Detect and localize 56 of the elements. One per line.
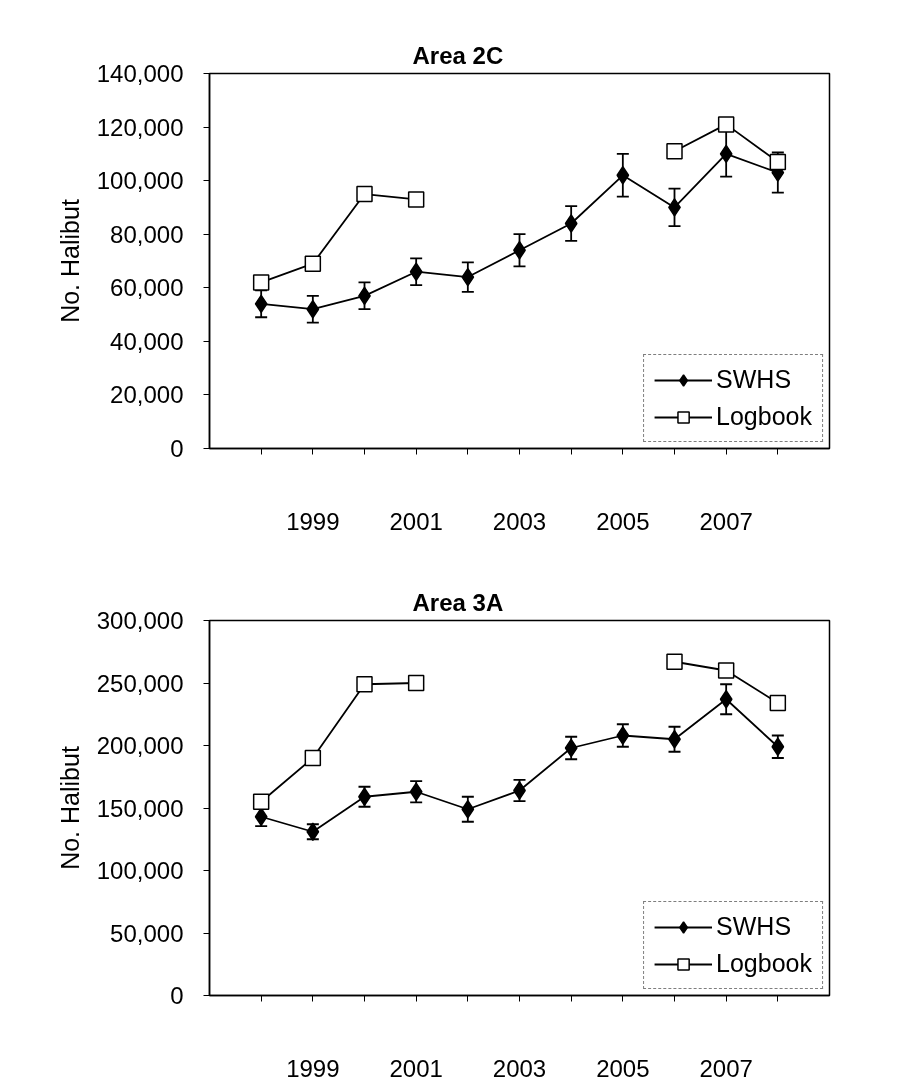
point [252,274,270,291]
point [666,653,683,670]
y-tick-label: 140,000 [96,60,184,87]
legend-label: SWHS [716,912,792,941]
point [356,185,373,203]
x-tick-label: 1999 [286,1054,340,1082]
y-axis-title: No. Halibut [55,746,84,870]
y-tick-label: 0 [170,982,184,1009]
point [252,793,270,810]
x-tick-label: 2007 [699,507,753,535]
point [717,116,735,133]
point [769,153,787,171]
y-axis-title: No. Halibut [55,199,84,323]
point [254,294,268,314]
point [719,144,733,164]
chart-title: Area 3A [412,588,504,616]
point [717,662,735,679]
chart-title: Area 2C [412,41,504,69]
y-tick-label: 40,000 [110,327,184,355]
point [306,299,320,319]
point [407,674,425,692]
x-tick-label: 2007 [699,1054,753,1082]
y-tick-label: 100,000 [96,167,184,195]
point [564,214,578,233]
point [304,749,322,767]
y-tick-label: 60,000 [110,274,184,302]
legend-label: SWHS [716,365,792,394]
y-tick-label: 150,000 [96,794,184,822]
point [769,694,787,712]
y-tick-label: 80,000 [110,220,184,248]
y-tick-label: 300,000 [96,607,184,634]
point [461,800,475,819]
point [356,676,373,693]
legend-label: Logbook [716,949,812,978]
x-tick-label: 2003 [492,1054,547,1082]
y-tick-label: 120,000 [96,113,184,141]
x-tick-label: 2003 [492,507,547,535]
y-tick-label: 0 [170,435,184,462]
y-tick-label: 100,000 [96,857,184,884]
y-tick-label: 50,000 [110,919,184,947]
point [409,262,423,281]
point [666,142,683,160]
point [616,166,630,185]
x-tick-label: 2001 [389,507,443,535]
x-tick-label: 2001 [389,1054,443,1082]
point [461,267,475,287]
x-tick-label: 2005 [596,507,650,535]
y-tick-label: 200,000 [96,732,184,759]
legend-label: Logbook [716,402,812,431]
x-tick-label: 1999 [286,507,340,535]
y-tick-label: 20,000 [110,381,184,409]
point [719,690,733,709]
point [304,255,322,272]
point [407,191,425,208]
x-tick-label: 2005 [596,1054,650,1082]
y-tick-label: 250,000 [96,669,184,697]
